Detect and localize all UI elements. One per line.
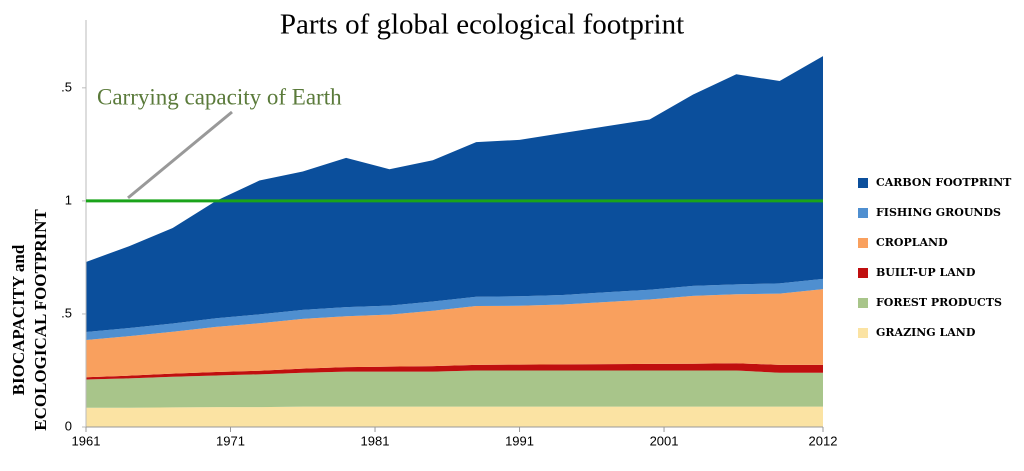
x-tick-label: 1991 — [505, 433, 534, 448]
x-tick-label: 1971 — [216, 433, 245, 448]
legend-swatch — [858, 328, 868, 338]
y-tick-label: .5 — [61, 305, 72, 320]
legend-label: FISHING GROUNDS — [876, 206, 1001, 219]
area — [86, 289, 823, 378]
legend-label: GRAZING LAND — [876, 326, 976, 339]
legend-swatch — [858, 298, 868, 308]
x-tick-label: 1961 — [72, 433, 101, 448]
legend-swatch — [858, 178, 868, 188]
legend-swatch — [858, 238, 868, 248]
legend-label: BUILT-UP LAND — [876, 266, 976, 279]
x-tick-label: 2012 — [809, 433, 838, 448]
x-tick-label: 2001 — [650, 433, 679, 448]
x-tick-label: 1981 — [361, 433, 390, 448]
area — [86, 278, 823, 340]
annotation: Carrying capacity of Earth — [97, 84, 342, 109]
area — [86, 56, 823, 333]
y-label-line: BIOCAPACITY and — [9, 244, 28, 395]
legend-label: FOREST PRODUCTS — [876, 296, 1002, 309]
legend-label: CROPLAND — [876, 236, 948, 249]
y-tick-label: 1 — [65, 192, 72, 207]
legend-swatch — [858, 208, 868, 218]
annotation-pointer — [127, 110, 233, 200]
y-label-line: ECOLOGICAL FOOTPRINT — [31, 209, 50, 431]
y-axis-label: BIOCAPACITY and ECOLOGICAL FOOTPRINT — [9, 209, 50, 431]
area — [86, 370, 823, 408]
legend-swatch — [858, 268, 868, 278]
area — [86, 406, 823, 427]
area — [86, 363, 823, 380]
chart-title: Parts of global ecological footprint — [280, 9, 684, 41]
legend-label: CARBON FOOTPRINT — [876, 176, 1012, 189]
y-tick-label: 0 — [65, 418, 72, 433]
y-tick-label: .5 — [61, 79, 72, 94]
